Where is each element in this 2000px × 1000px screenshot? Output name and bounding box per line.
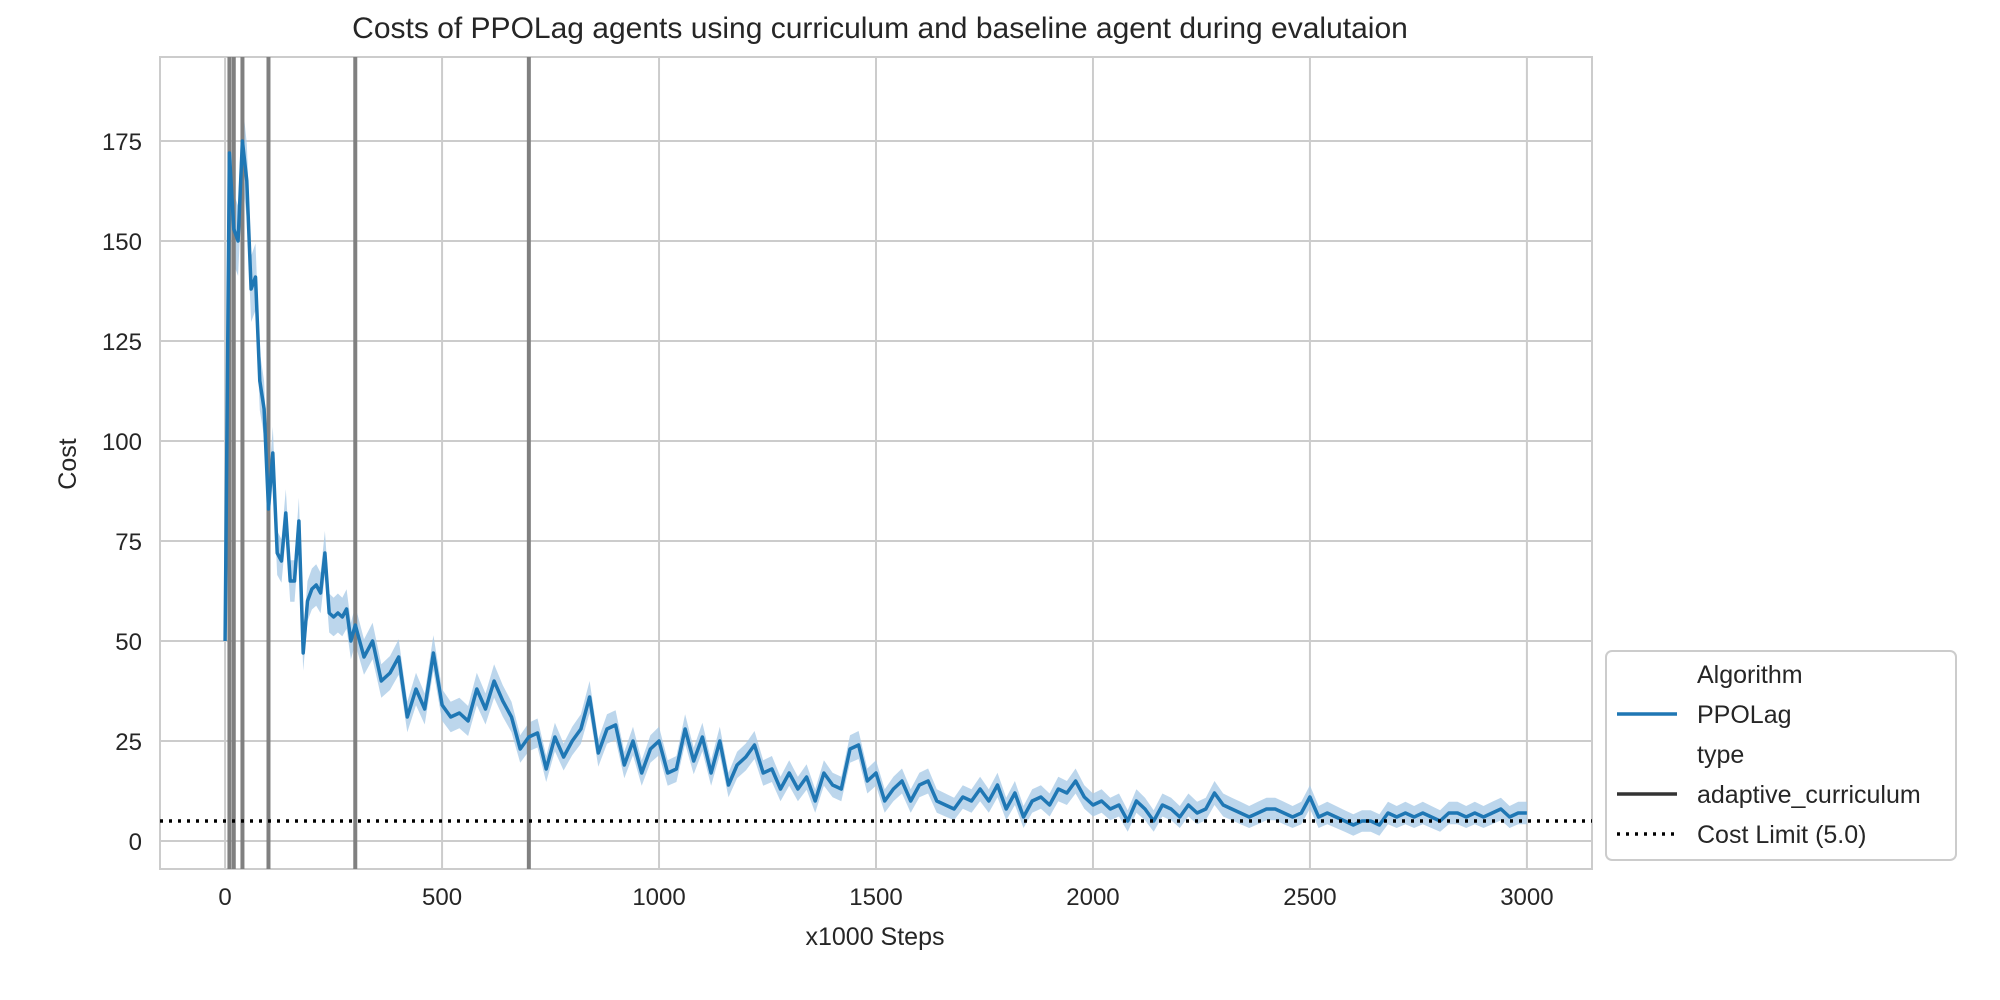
y-tick-label: 0 [129,829,142,856]
y-axis-label: Cost [54,438,82,489]
y-tick-label: 50 [115,629,142,656]
y-tick-label: 150 [102,229,142,256]
grid [160,57,1592,869]
plot-area [159,56,1593,870]
legend-entry: PPOLag [1697,701,1792,729]
y-tick-label: 100 [102,429,142,456]
x-tick-label: 3000 [1500,884,1553,911]
legend-box [1605,650,1957,861]
legend-header: Algorithm [1697,661,1803,689]
x-axis-label: x1000 Steps [806,923,945,951]
legend-entry: adaptive_curriculum [1697,781,1921,809]
x-tick-label: 2500 [1283,884,1336,911]
x-tick-label: 1000 [632,884,685,911]
x-tick-label: 0 [218,884,231,911]
legend: Algorithm PPOLag type adaptive_curriculum Co… [1605,650,1957,861]
y-tick-label: 75 [115,529,142,556]
x-tick-label: 500 [422,884,462,911]
legend-header: type [1697,741,1744,769]
chart-title: Costs of PPOLag agents using curriculum … [352,12,1408,45]
y-tick-label: 25 [115,729,142,756]
plot-frame [159,56,1593,870]
x-tick-label: 1500 [849,884,902,911]
y-tick-label: 175 [102,129,142,156]
y-tick-label: 125 [102,329,142,356]
legend-entry: Cost Limit (5.0) [1697,821,1866,849]
series-line-ppolag [223,139,1527,827]
x-tick-label: 2000 [1066,884,1119,911]
